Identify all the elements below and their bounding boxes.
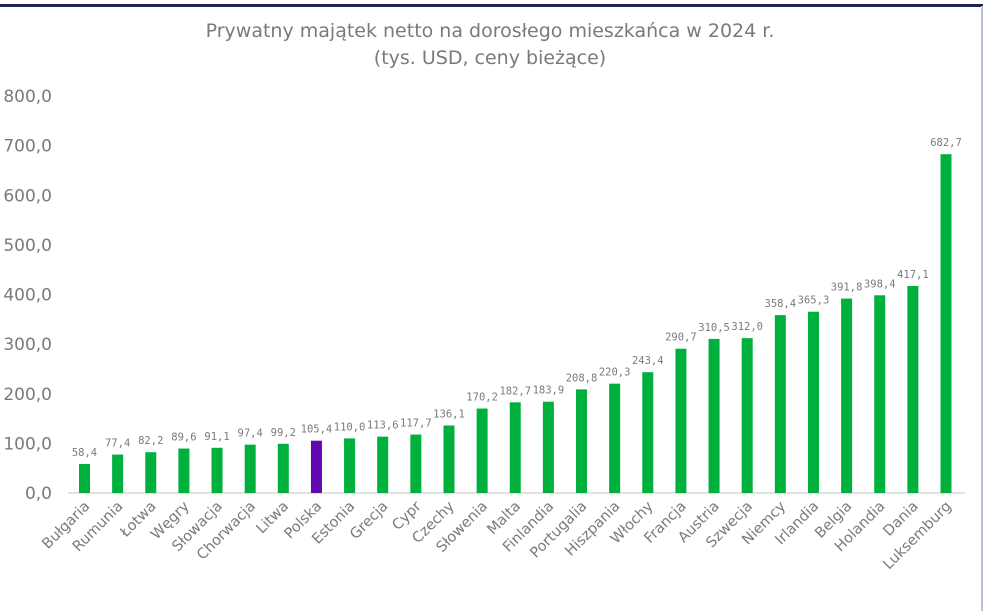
y-tick-label: 800,0 (3, 87, 52, 107)
y-tick-label: 300,0 (3, 335, 52, 355)
bar-dania (907, 286, 919, 493)
data-label: 290,7 (665, 332, 697, 344)
data-label: 398,4 (864, 278, 896, 290)
data-label: 417,1 (897, 269, 929, 281)
data-label: 113,6 (367, 420, 399, 432)
bar-luksemburg (940, 154, 952, 493)
data-label: 117,7 (400, 418, 432, 430)
bar-portugalia (576, 389, 588, 493)
data-label: 105,4 (301, 424, 333, 436)
bar-litwa (277, 443, 289, 493)
bar-estonia (344, 438, 356, 493)
bar-hiszpania (609, 383, 621, 493)
bar-węgry (178, 448, 190, 493)
bar-belgia (841, 298, 853, 493)
bar-łotwa (145, 452, 157, 493)
chart-title: Prywatny majątek netto na dorosłego mies… (205, 20, 775, 42)
data-label: 208,8 (566, 372, 598, 384)
bar-słowenia (476, 408, 488, 493)
bar-chorwacja (244, 444, 256, 493)
data-label: 182,7 (499, 385, 531, 397)
bar-niemcy (774, 315, 786, 493)
data-label: 89,6 (171, 432, 196, 444)
bar-irlandia (807, 311, 819, 493)
bar-rumunia (112, 454, 124, 493)
data-label: 312,0 (731, 321, 763, 333)
data-label: 99,2 (271, 427, 296, 439)
data-label: 358,4 (765, 298, 797, 310)
data-label: 310,5 (698, 322, 730, 334)
y-tick-label: 500,0 (3, 236, 52, 256)
data-label: 77,4 (105, 438, 130, 450)
data-label: 82,2 (138, 435, 163, 447)
bar-francja (675, 348, 687, 493)
y-tick-label: 0,0 (25, 484, 52, 504)
right-border-line (981, 6, 983, 611)
data-label: 243,4 (632, 355, 664, 367)
bar-austria (708, 338, 720, 493)
bar-grecja (377, 436, 389, 493)
data-label: 97,4 (238, 428, 263, 440)
y-tick-label: 100,0 (3, 434, 52, 454)
bar-holandia (874, 295, 886, 493)
chart-subtitle: (tys. USD, ceny bieżące) (373, 47, 607, 69)
data-label: 365,3 (798, 295, 830, 307)
bar-bułgaria (79, 464, 90, 493)
bar-polska (310, 440, 322, 493)
data-label: 58,4 (72, 447, 97, 459)
data-label: 220,3 (599, 367, 631, 379)
y-tick-label: 400,0 (3, 286, 52, 306)
bar-słowacja (211, 447, 223, 493)
data-label: 91,1 (204, 431, 229, 443)
data-label: 183,9 (533, 385, 565, 397)
bar-malta (509, 402, 521, 493)
bar-czechy (443, 425, 455, 493)
top-border-line (0, 4, 983, 7)
data-label: 110,0 (334, 421, 366, 433)
data-label: 136,1 (433, 408, 465, 420)
y-tick-label: 600,0 (3, 186, 52, 206)
y-tick-label: 700,0 (3, 137, 52, 157)
data-label: 682,7 (930, 137, 962, 149)
bar-szwecja (741, 338, 753, 493)
data-label: 170,2 (466, 392, 498, 404)
data-label: 391,8 (831, 282, 863, 294)
bar-finlandia (542, 401, 554, 493)
x-tick-label: Grecja (347, 499, 391, 543)
y-tick-label: 200,0 (3, 385, 52, 405)
bar-włochy (642, 372, 654, 493)
bar-cypr (410, 434, 422, 493)
